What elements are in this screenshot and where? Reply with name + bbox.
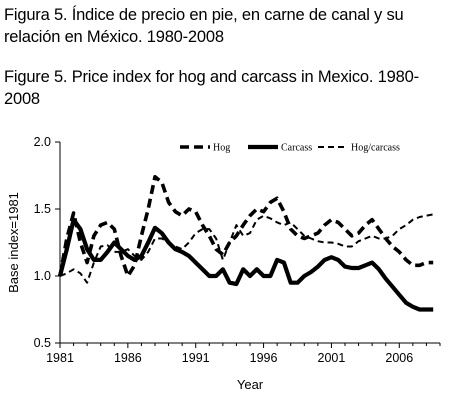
x-axis-label: Year	[237, 377, 264, 392]
chart-series	[57, 174, 434, 312]
x-tick-label: 1996	[250, 351, 278, 365]
series-line-hog-carcass	[59, 213, 434, 284]
y-tick-label: 2.0	[34, 135, 51, 149]
legend-label: Hog/carcass	[351, 143, 400, 154]
x-tick-label: 1986	[114, 351, 142, 365]
x-tick-label: 2001	[318, 351, 346, 365]
chart-legend: Hog Carcass Hog/carcass	[180, 143, 400, 154]
x-tick-label: 2006	[385, 351, 413, 365]
y-tick-label: 1.0	[34, 269, 51, 283]
y-axis-label: Base index=1981	[6, 192, 21, 293]
series-line-carcass	[57, 217, 434, 312]
price-index-chart: 0.5 1.0 1.5 2.0 1981 1986 1991 1996 2001 2006 Hog…	[6, 135, 441, 392]
legend-label: Hog	[213, 143, 230, 154]
caption-english: Figure 5. Price index for hog and carcas…	[4, 68, 419, 108]
y-tick-label: 0.5	[34, 336, 51, 350]
x-tick-label: 1991	[182, 351, 210, 365]
legend-label: Carcass	[281, 143, 312, 154]
series-line-hog	[58, 174, 434, 278]
x-tick-label: 1981	[46, 351, 74, 365]
caption-spanish: Figura 5. Índice de precio en pie, en ca…	[4, 6, 404, 46]
chart-axes: 0.5 1.0 1.5 2.0 1981 1986 1991 1996 2001 2006	[34, 135, 441, 365]
y-tick-label: 1.5	[34, 202, 51, 216]
